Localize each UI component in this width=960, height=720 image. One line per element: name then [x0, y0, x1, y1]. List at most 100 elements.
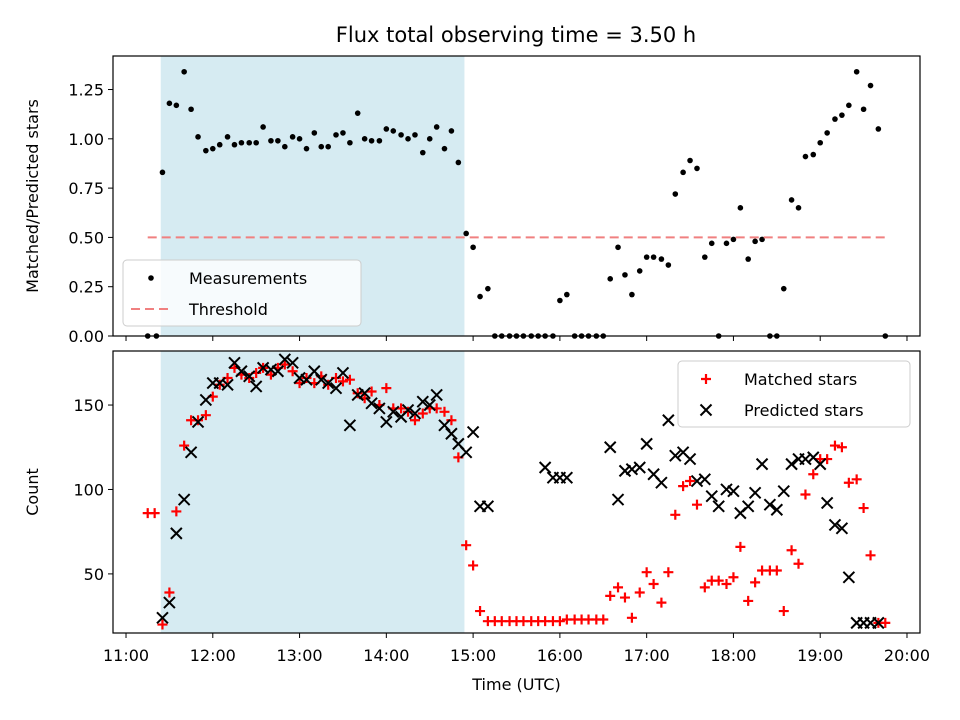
measurement-point: [730, 236, 737, 243]
measurement-point: [680, 169, 686, 176]
predicted-star-point: [698, 473, 712, 486]
matched-star-point: [865, 550, 876, 561]
measurement-point: [412, 132, 418, 138]
matched-star-point: [301, 373, 312, 384]
matched-star-point: [626, 612, 637, 623]
measurement-point: [817, 139, 824, 146]
legend-measurement-swatch: [148, 275, 154, 281]
predicted-star-point: [308, 365, 321, 378]
matched-star-point: [793, 558, 804, 569]
predicted-star-point: [321, 376, 335, 390]
predicted-star-point: [828, 518, 842, 532]
predicted-star-point: [763, 498, 777, 511]
predicted-star-point: [604, 441, 617, 454]
measurement-point: [867, 82, 874, 89]
measurement-point: [419, 149, 426, 156]
measurement-point: [846, 102, 852, 109]
predicted-star-point: [438, 419, 451, 432]
matched-star-point: [468, 560, 479, 571]
measurement-point: [296, 136, 303, 142]
measurement-point: [333, 132, 339, 138]
y-tick-label: 0.50: [68, 228, 104, 247]
matched-star-point: [149, 508, 160, 519]
matched-star-point: [475, 606, 486, 617]
x-tick-label: 18:00: [710, 646, 756, 665]
matched-star-point: [634, 587, 645, 598]
measurement-point: [441, 145, 448, 152]
matched-star-point: [366, 386, 377, 397]
predicted-star-point: [221, 378, 234, 391]
predicted-star-point: [199, 393, 213, 407]
predicted-star-point: [872, 616, 885, 630]
predicted-star-point: [249, 380, 263, 393]
predicted-star-point: [785, 457, 798, 471]
matched-star-point: [641, 567, 652, 578]
predicted-star-point: [445, 427, 458, 440]
matched-star-point: [678, 481, 689, 492]
predicted-star-point: [365, 397, 378, 410]
measurement-point: [665, 262, 672, 268]
predicted-star-point: [611, 493, 625, 506]
measurement-point: [737, 205, 744, 211]
matched-star-point: [439, 406, 450, 417]
measurement-point: [455, 159, 462, 166]
y-tick-label: 100: [73, 480, 104, 499]
measurement-point: [745, 256, 751, 262]
top-panel: 0.00 0.25 0.50 0.75 1.00 1.25 Matched/Predicte…: [23, 55, 921, 346]
measurement-point: [325, 143, 332, 150]
shaded-observing-window: [160, 351, 465, 633]
measurement-point: [347, 139, 353, 146]
measurement-point: [398, 132, 404, 138]
predicted-star-point: [705, 490, 718, 503]
measurement-point: [564, 291, 570, 298]
predicted-star-point: [170, 527, 183, 540]
measurement-point: [376, 137, 383, 144]
matched-star-point: [808, 469, 819, 480]
measurement-point: [788, 197, 795, 203]
predicted-star-point: [560, 471, 574, 484]
measurement-point: [658, 256, 665, 262]
matched-star-point: [648, 579, 659, 590]
predicted-star-point: [228, 356, 241, 370]
measurement-point: [289, 134, 296, 140]
matched-star-point: [605, 590, 616, 601]
x-tick-label: 11:00: [103, 646, 149, 665]
measurement-point: [231, 141, 238, 148]
measurement-point: [159, 169, 166, 176]
measurement-point: [643, 254, 650, 260]
y-axis-label: Count: [23, 468, 42, 516]
matched-star-point: [179, 440, 190, 451]
predicted-star-point: [799, 452, 812, 466]
measurement-point: [383, 126, 390, 132]
measurement-point: [687, 157, 693, 164]
measurement-point: [188, 106, 194, 113]
legend-matched-swatch: [701, 374, 711, 384]
legend-label: Measurements: [189, 269, 307, 288]
predicted-star-point: [770, 503, 784, 516]
measurement-point: [832, 116, 838, 122]
x-axis-label: Time (UTC): [471, 675, 560, 694]
matched-star-point: [554, 616, 565, 627]
matched-star-point: [287, 366, 298, 377]
matched-star-point: [743, 595, 754, 606]
measurement-point: [173, 102, 180, 109]
matched-star-point: [663, 567, 674, 578]
matched-star-point: [381, 383, 392, 394]
matched-star-point: [344, 374, 355, 385]
legend-box: [677, 360, 911, 428]
matched-star-point: [735, 541, 746, 552]
matched-star-point: [685, 476, 696, 487]
measurement-point: [253, 139, 259, 146]
predicted-star-point: [835, 522, 849, 535]
matched-star-point: [670, 509, 681, 520]
measurement-point: [650, 254, 657, 260]
legend-label: Threshold: [188, 300, 268, 319]
y-tick-label: 1.25: [68, 81, 104, 100]
x-tick-label: 17:00: [624, 646, 670, 665]
matched-star-point: [699, 582, 710, 593]
predicted-star-point: [416, 395, 429, 408]
measurement-point: [340, 130, 346, 136]
x-tick-label: 16:00: [537, 646, 583, 665]
predicted-star-point: [336, 366, 350, 380]
matched-star-point: [214, 379, 225, 390]
